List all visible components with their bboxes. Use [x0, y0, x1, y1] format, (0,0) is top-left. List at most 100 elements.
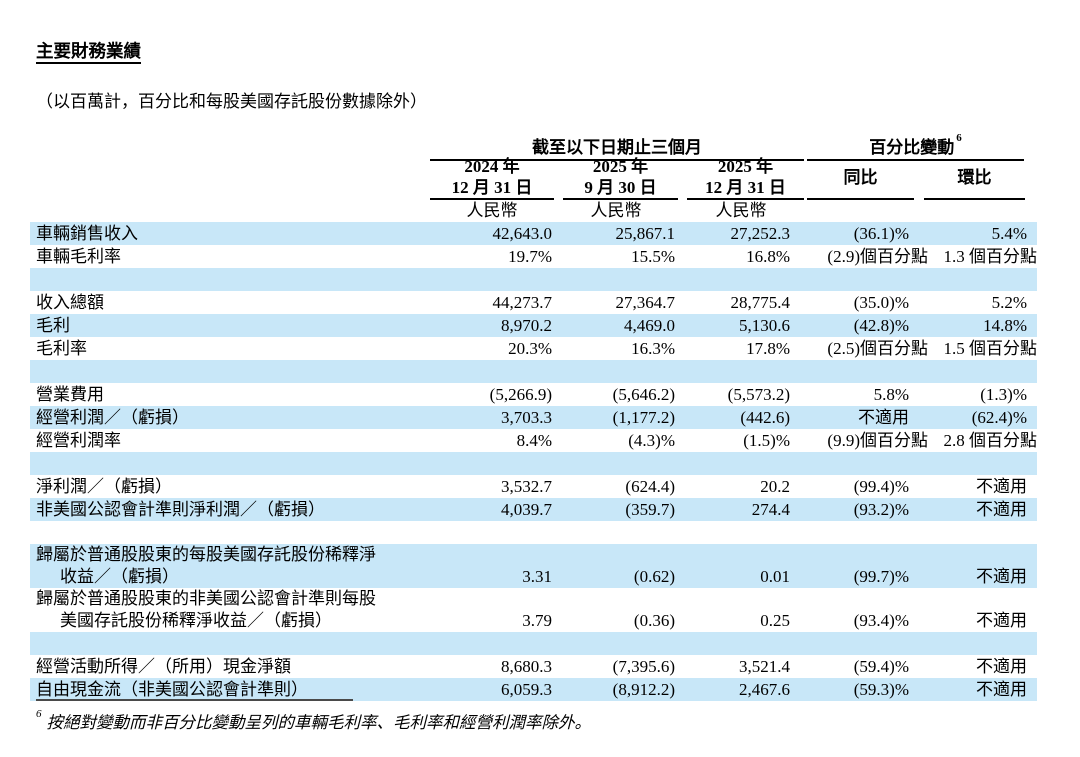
- cell-qoq: 不適用: [976, 500, 1027, 519]
- cell-yoy: (93.2)%: [853, 500, 909, 519]
- qoq-label: 環比: [957, 167, 992, 187]
- cell-2024-12-31: 42,643.0: [492, 224, 553, 243]
- row-label: 自由現金流（非美國公認會計準則）: [36, 680, 308, 699]
- cell-qoq: 5.2%: [991, 293, 1027, 312]
- cell-yoy: (36.1)%: [853, 224, 909, 243]
- table-row: 歸屬於普通股股東的每股美國存託股份稀釋淨 收益／（虧損） 3.31 (0.62) …: [30, 544, 1037, 588]
- period-group-label: 截至以下日期止三個月: [532, 138, 702, 157]
- cell-yoy: (93.4)%: [853, 611, 909, 630]
- cell-2025-09-30: 25,867.1: [615, 224, 676, 243]
- cell-yoy: 不適用: [858, 408, 909, 427]
- table-row: 歸屬於普通股股東的非美國公認會計準則每股 美國存託股份稀釋淨收益／（虧損） 3.7…: [30, 588, 1037, 632]
- cell-2025-09-30: (359.7): [625, 500, 675, 519]
- cell-qoq: 1.5 個百分點: [943, 339, 1038, 358]
- cell-2025-12-31: 5,130.6: [739, 316, 790, 335]
- cell-2024-12-31: 44,273.7: [492, 293, 553, 312]
- col-header-qoq: 環比: [915, 156, 1037, 200]
- cell-2024-12-31: 3.79: [522, 611, 552, 630]
- yoy-label: 同比: [843, 167, 878, 187]
- col-year: 2024 年: [464, 157, 520, 176]
- row-label: 經營利潤／（虧損）: [36, 408, 189, 427]
- cell-2024-12-31: 19.7%: [508, 247, 552, 266]
- cell-2024-12-31: 20.3%: [508, 339, 552, 358]
- cell-2024-12-31: 8.4%: [516, 431, 552, 450]
- col-date: 9 月 30 日: [584, 178, 657, 197]
- cell-2025-09-30: (624.4): [625, 477, 675, 496]
- cell-yoy: (42.8)%: [853, 316, 909, 335]
- cell-yoy: (59.4)%: [853, 657, 909, 676]
- cell-qoq: 14.8%: [983, 316, 1027, 335]
- row-label: 經營利潤率: [36, 431, 121, 450]
- row-label: 毛利率: [36, 339, 87, 358]
- currency-label: 人民幣: [590, 201, 642, 220]
- cell-qoq: 不適用: [976, 477, 1027, 496]
- cell-2025-09-30: (1,177.2): [612, 408, 675, 427]
- cell-yoy: (59.3)%: [853, 680, 909, 699]
- cell-2024-12-31: 6,059.3: [501, 680, 552, 699]
- table-row: 車輛毛利率 19.7% 15.5% 16.8% (2.9)個百分點 1.3 個百…: [30, 245, 1037, 268]
- table-row: 毛利 8,970.2 4,469.0 5,130.6 (42.8)% 14.8%: [30, 314, 1037, 337]
- cell-2025-12-31: 17.8%: [746, 339, 790, 358]
- col-header-yoy: 同比: [804, 156, 915, 200]
- cell-2025-12-31: 0.01: [760, 567, 790, 586]
- table-row: 自由現金流（非美國公認會計準則） 6,059.3 (8,912.2) 2,467…: [30, 678, 1037, 701]
- table-row: 收入總額 44,273.7 27,364.7 28,775.4 (35.0)% …: [30, 291, 1037, 314]
- cell-qoq: 不適用: [976, 567, 1027, 586]
- cell-yoy: (35.0)%: [853, 293, 909, 312]
- col-year: 2025 年: [592, 157, 649, 176]
- footnote-ref-6: 6: [956, 132, 962, 144]
- cell-2025-09-30: (5,646.2): [612, 385, 675, 404]
- col-header-2024-12-31: 2024 年 12 月 31 日: [430, 156, 554, 200]
- col-header-2025-12-31: 2025 年 12 月 31 日: [678, 156, 804, 200]
- cell-2025-12-31: 2,467.6: [739, 680, 790, 699]
- cell-2025-12-31: 27,252.3: [730, 224, 791, 243]
- col-year: 2025 年: [717, 157, 774, 176]
- table-row: 車輛銷售收入 42,643.0 25,867.1 27,252.3 (36.1)…: [30, 222, 1037, 245]
- table-row: 經營利潤／（虧損） 3,703.3 (1,177.2) (442.6) 不適用 …: [30, 406, 1037, 429]
- table-row: 淨利潤／（虧損） 3,532.7 (624.4) 20.2 (99.4)% 不適…: [30, 475, 1037, 498]
- row-label: 淨利潤／（虧損）: [36, 477, 172, 496]
- row-label: 歸屬於普通股股東的非美國公認會計準則每股 美國存託股份稀釋淨收益／（虧損）: [36, 589, 376, 630]
- col-date: 12 月 31 日: [705, 178, 786, 197]
- row-label: 經營活動所得／（所用）現金淨額: [36, 657, 291, 676]
- currency-label: 人民幣: [466, 201, 518, 220]
- table-spacer-row: [30, 360, 1037, 383]
- change-group-label: 百分比變動 6: [869, 132, 962, 157]
- cell-2024-12-31: 8,680.3: [501, 657, 552, 676]
- cell-yoy: (9.9)個百分點: [827, 431, 928, 450]
- cell-yoy: (99.4)%: [853, 477, 909, 496]
- currency-blank: [915, 200, 1037, 222]
- cell-2024-12-31: 3,703.3: [501, 408, 552, 427]
- cell-2025-09-30: 16.3%: [631, 339, 675, 358]
- cell-yoy: (99.7)%: [853, 567, 909, 586]
- footnote-text: 6 按絕對變動而非百分比變動呈列的車輛毛利率、毛利率和經營利潤率除外。: [36, 708, 591, 732]
- cell-yoy: (2.5)個百分點: [827, 339, 928, 358]
- cell-2025-12-31: 3,521.4: [739, 657, 790, 676]
- row-label: 收入總額: [36, 293, 104, 312]
- row-label: 毛利: [36, 316, 70, 335]
- cell-qoq: (1.3)%: [980, 385, 1027, 404]
- table-row: 營業費用 (5,266.9) (5,646.2) (5,573.2) 5.8% …: [30, 383, 1037, 406]
- cell-2025-09-30: (4.3)%: [628, 431, 675, 450]
- row-label: 營業費用: [36, 385, 104, 404]
- row-label: 非美國公認會計準則淨利潤／（虧損）: [36, 500, 325, 519]
- footnote-number: 6: [36, 708, 42, 720]
- table-body: 車輛銷售收入 42,643.0 25,867.1 27,252.3 (36.1)…: [30, 222, 1037, 701]
- cell-2024-12-31: 8,970.2: [501, 316, 552, 335]
- cell-2024-12-31: (5,266.9): [489, 385, 552, 404]
- cell-2025-09-30: 4,469.0: [624, 316, 675, 335]
- row-label: 車輛銷售收入: [36, 224, 138, 243]
- currency-blank: [30, 200, 430, 222]
- table-row: 經營利潤率 8.4% (4.3)% (1.5)% (9.9)個百分點 2.8 個…: [30, 429, 1037, 452]
- footnote-divider: [36, 699, 353, 701]
- cell-2025-12-31: (442.6): [740, 408, 790, 427]
- cell-qoq: 2.8 個百分點: [943, 431, 1038, 450]
- cell-2025-09-30: 27,364.7: [615, 293, 676, 312]
- header-label-blank: [30, 156, 430, 200]
- page-title: 主要財務業績: [36, 41, 141, 61]
- currency-label: 人民幣: [715, 201, 767, 220]
- cell-2025-12-31: (1.5)%: [743, 431, 790, 450]
- cell-2025-12-31: 16.8%: [746, 247, 790, 266]
- col-date: 12 月 31 日: [451, 178, 533, 197]
- cell-2025-12-31: 28,775.4: [730, 293, 791, 312]
